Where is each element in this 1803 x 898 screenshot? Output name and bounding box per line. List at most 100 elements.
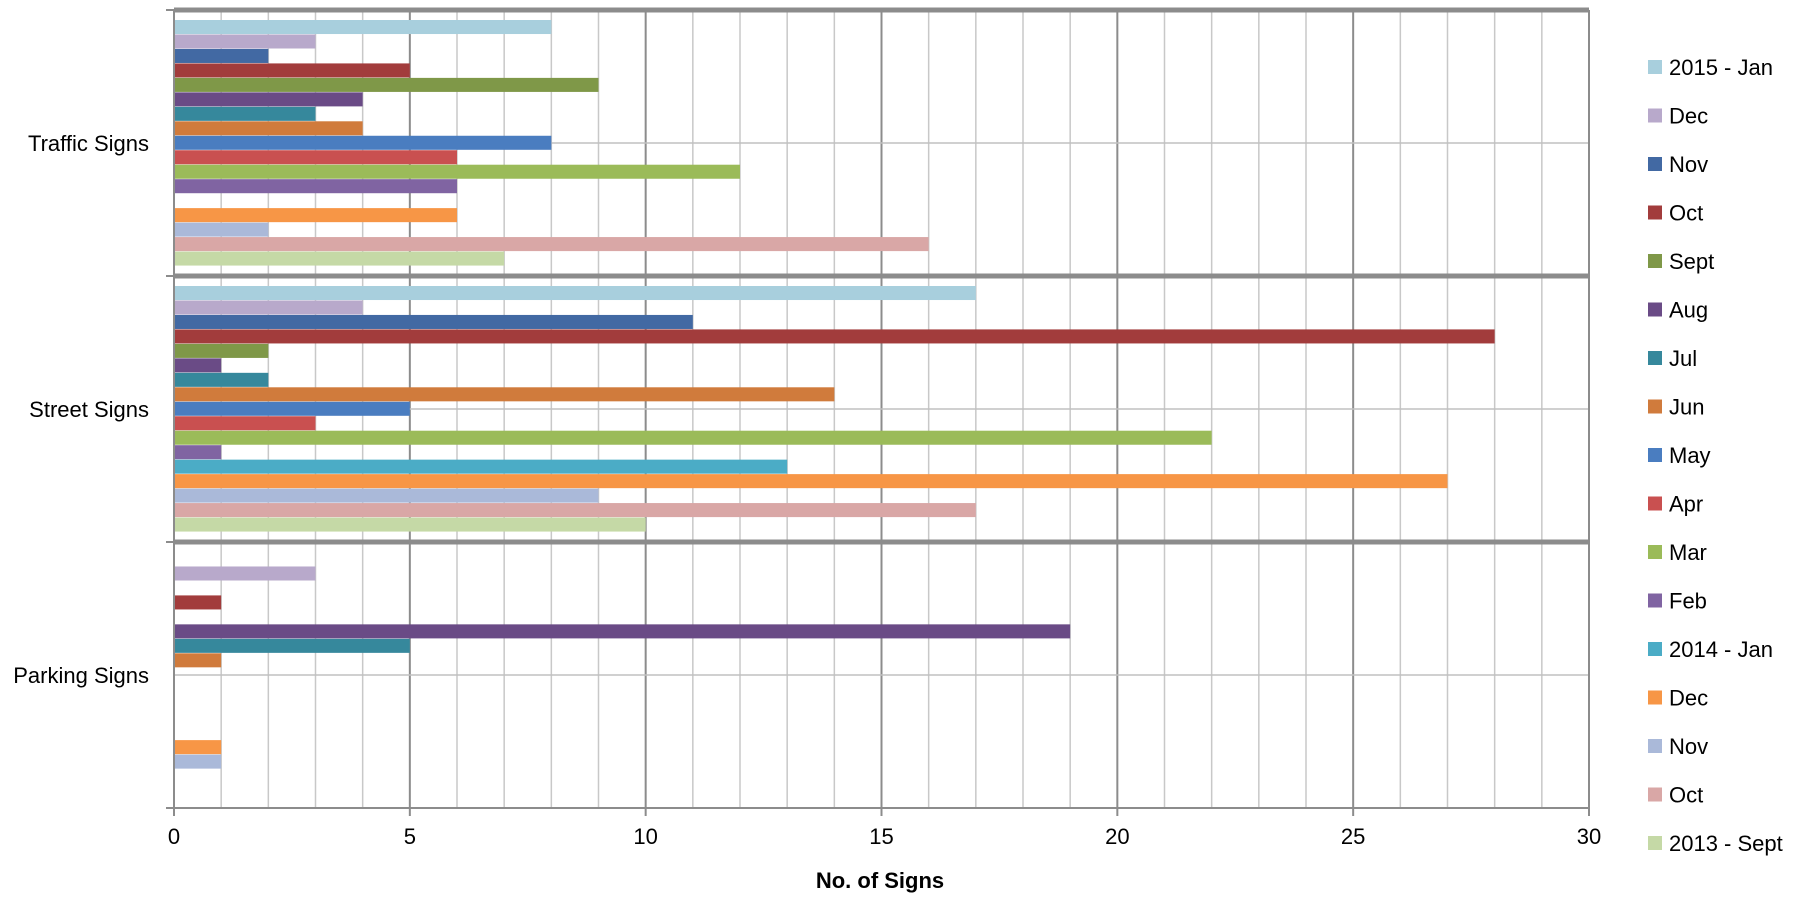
legend-swatch [1648,739,1662,753]
x-tick-label: 5 [404,824,416,849]
legend-label: Dec [1669,686,1708,711]
legend-label: Jul [1669,346,1697,371]
category-labels: Traffic Signs Street Signs Parking Signs [13,131,149,688]
bar [174,416,316,431]
x-axis-title: No. of Signs [816,868,944,893]
bar [174,754,222,769]
x-tick-label: 0 [168,824,180,849]
category-label: Parking Signs [13,663,149,688]
legend-item: Nov [1648,152,1708,177]
legend-swatch [1648,545,1662,559]
bar [174,430,1212,445]
bar [174,740,222,755]
legend-label: 2013 - Sept [1669,831,1783,856]
legend-label: Jun [1669,395,1704,420]
bar [174,208,457,223]
legend-label: Oct [1669,783,1703,808]
legend-label: 2014 - Jan [1669,637,1773,662]
bar [174,179,457,194]
legend-label: May [1669,443,1711,468]
bar [174,653,222,668]
x-tick-label: 20 [1105,824,1129,849]
legend-swatch [1648,205,1662,220]
legend-item: 2013 - Sept [1648,831,1783,856]
bar [174,488,599,503]
bar [174,48,269,63]
legend-label: Nov [1669,734,1708,759]
legend-label: Apr [1669,492,1703,517]
bar [174,135,552,150]
legend-swatch [1648,690,1662,705]
legend: 2015 - Jan Dec Nov Oct Sept Aug Jul Jun May Apr Ma… [1648,55,1783,856]
bar [174,387,835,402]
x-tick-label: 25 [1341,824,1365,849]
legend-label: Mar [1669,540,1707,565]
legend-swatch [1648,593,1662,608]
legend-swatch [1648,302,1662,317]
legend-swatch [1648,351,1662,365]
legend-label: Dec [1669,104,1708,129]
legend-swatch [1648,448,1662,462]
category-label: Street Signs [29,397,149,422]
bar [174,358,222,373]
legend-label: Nov [1669,152,1708,177]
bar [174,329,1495,344]
bar [174,251,505,266]
legend-swatch [1648,399,1662,414]
bar [174,92,363,107]
legend-item: Sept [1648,249,1714,274]
bar [174,624,1071,639]
legend-swatch [1648,787,1662,802]
legend-item: Aug [1648,298,1708,323]
legend-item: Oct [1648,201,1703,226]
x-tick-label: 10 [633,824,657,849]
bar [174,34,316,49]
legend-swatch [1648,254,1662,268]
bar [174,314,693,329]
legend-item: Jul [1648,346,1697,371]
legend-item: 2015 - Jan [1648,55,1773,80]
legend-item: Mar [1648,540,1707,565]
x-tick-label: 30 [1577,824,1601,849]
bar [174,106,316,121]
legend-item: Feb [1648,589,1707,614]
legend-item: 2014 - Jan [1648,637,1773,662]
bar [174,164,740,179]
bar [174,237,929,252]
x-tick-labels: 0 5 10 15 20 25 30 [168,824,1601,849]
bar [174,566,316,581]
category-label: Traffic Signs [28,131,149,156]
legend-swatch [1648,157,1662,171]
legend-swatch [1648,108,1662,123]
bar [174,517,646,532]
bar [174,300,363,315]
legend-label: Oct [1669,201,1703,226]
legend-swatch [1648,496,1662,511]
legend-item: Oct [1648,783,1703,808]
bar [174,20,552,35]
legend-item: Jun [1648,395,1704,420]
legend-label: 2015 - Jan [1669,55,1773,80]
bar [174,401,410,416]
bar [174,372,269,387]
x-tick-label: 15 [869,824,893,849]
bar [174,503,976,518]
bar [174,77,599,92]
legend-label: Sept [1669,249,1714,274]
bars [174,20,1495,769]
bar [174,445,222,460]
legend-swatch [1648,60,1662,74]
bar [174,286,976,301]
bar [174,222,269,237]
bar [174,459,788,474]
legend-item: Apr [1648,492,1703,517]
legend-item: Nov [1648,734,1708,759]
bar [174,150,457,165]
legend-item: Dec [1648,104,1708,129]
legend-item: Dec [1648,686,1708,711]
bar [174,343,269,358]
bar [174,638,410,653]
bar [174,595,222,610]
